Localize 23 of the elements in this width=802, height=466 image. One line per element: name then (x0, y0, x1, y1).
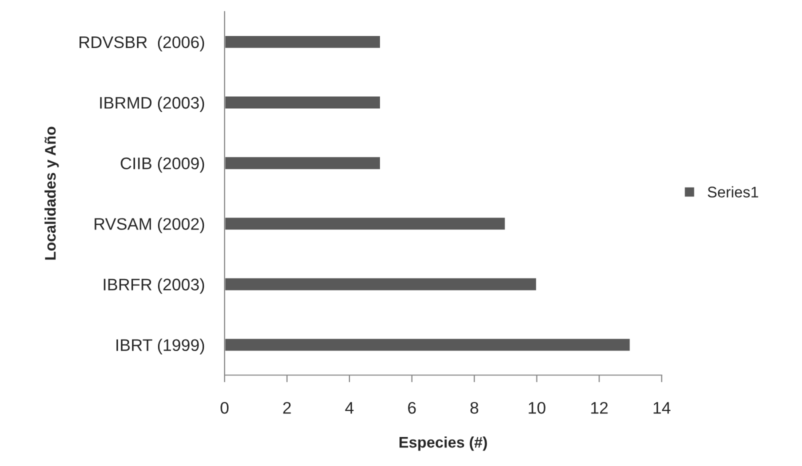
bar (224, 216, 506, 232)
x-axis-title: Especies (#) (400, 436, 487, 451)
x-tick-label: 12 (591, 402, 608, 414)
bar (224, 95, 382, 110)
x-tick-label: 14 (654, 402, 670, 414)
bar (224, 276, 538, 292)
bar (224, 156, 382, 170)
x-tick-label: 0 (220, 402, 229, 414)
y-axis-title: Localidades y Año (44, 126, 59, 260)
x-tick-label: 10 (528, 402, 546, 414)
y-tick-label: IBRMD (2003) (100, 96, 204, 112)
bar (224, 337, 632, 352)
y-tick-label: IBRT (1999) (116, 338, 204, 354)
y-tick-label: RDVSBR (2006) (80, 36, 204, 52)
x-tick-label: 8 (470, 402, 478, 414)
y-tick-label: CIIB (2009) (120, 157, 204, 173)
x-tick-label: 6 (408, 402, 416, 414)
y-tick-label: IBRFR (2003) (104, 278, 204, 294)
x-tick-label: 4 (345, 402, 354, 414)
x-tick-label: 2 (283, 402, 291, 414)
legend-label: Series1 (708, 186, 758, 198)
y-tick-label: RVSAM (2002) (94, 218, 204, 234)
bar (224, 34, 382, 50)
